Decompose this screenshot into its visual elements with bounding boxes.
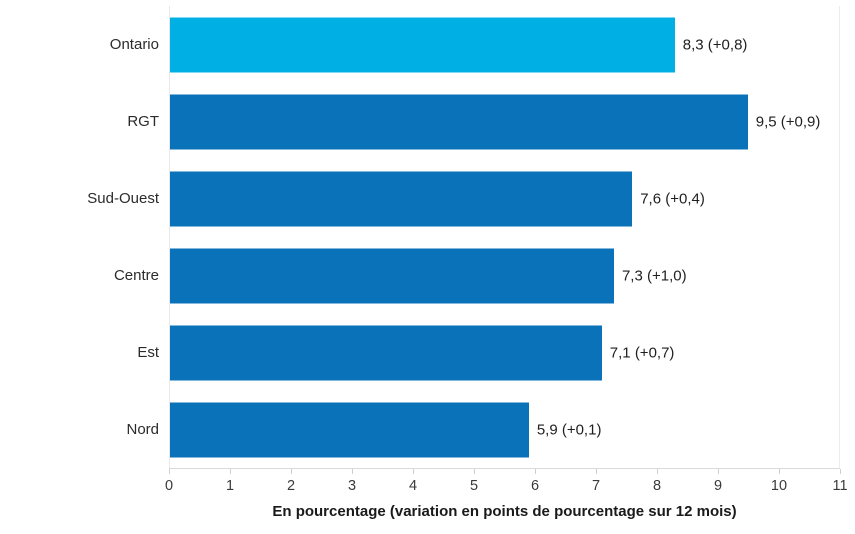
bar-row: Centre 7,3 (+1,0) [0,237,855,314]
bar-row: Est 7,1 (+0,7) [0,314,855,391]
x-axis-tick-label: 1 [225,478,235,494]
x-axis-tick-label: 2 [286,478,296,494]
bar [170,402,529,457]
x-axis-tick-mark [596,469,597,474]
category-label: Ontario [109,36,159,53]
bar-row: Ontario 8,3 (+0,8) [0,6,855,83]
x-axis-tick-label: 0 [164,478,174,494]
bar-value-label: 7,6 (+0,4) [640,190,705,207]
bar-track: 5,9 (+0,1) [169,391,840,468]
x-axis-tick-mark [169,469,170,474]
bar-rows: Ontario 8,3 (+0,8) RGT 9,5 (+0,9) Sud-Ouest 7… [0,6,855,468]
x-axis-tick-mark [840,469,841,474]
horizontal-bar-chart: Ontario 8,3 (+0,8) RGT 9,5 (+0,9) Sud-Ouest 7… [0,6,855,520]
bar-row: Nord 5,9 (+0,1) [0,391,855,468]
category-label: Centre [113,267,159,284]
x-axis-tick-mark [718,469,719,474]
x-axis-tick-label: 5 [469,478,479,494]
bar [170,325,602,380]
bar-track: 8,3 (+0,8) [169,6,840,83]
bar-track: 9,5 (+0,9) [169,83,840,160]
category-label: Sud-Ouest [87,190,159,207]
x-axis-tick-label: 10 [770,478,788,494]
x-axis-tick-mark [413,469,414,474]
bar-value-label: 9,5 (+0,9) [755,113,821,130]
bar-row: Sud-Ouest 7,6 (+0,4) [0,160,855,237]
bar [170,171,633,226]
bar-row: RGT 9,5 (+0,9) [0,83,855,160]
category-label: RGT [127,113,159,130]
x-axis-tick-mark [535,469,536,474]
x-axis-tick-label: 11 [832,478,848,494]
category-label: Nord [126,421,159,438]
bar-value-label: 7,1 (+0,7) [609,344,675,361]
x-axis-tick-mark [291,469,292,474]
bar-value-label: 5,9 (+0,1) [536,421,602,438]
x-axis-tick-label: 8 [652,478,662,494]
bar-value-label: 7,3 (+1,0) [621,267,687,284]
bar-track: 7,3 (+1,0) [169,237,840,314]
bar [170,248,614,303]
bar-track: 7,1 (+0,7) [169,314,840,391]
x-axis: 0 1 2 3 4 5 6 7 8 9 10 11 [165,468,848,503]
bar-value-label: 8,3 (+0,8) [682,36,748,53]
bar [170,17,675,72]
x-axis-tick-mark [230,469,231,474]
category-label: Est [137,344,159,361]
x-axis-tick-label: 3 [347,478,357,494]
x-axis-tick-label: 9 [713,478,723,494]
bar-track: 7,6 (+0,4) [169,160,840,237]
x-axis-title: En pourcentage (variation en points de p… [272,503,737,520]
x-axis-tick-mark [779,469,780,474]
bar [170,94,748,149]
x-axis-tick-label: 7 [591,478,601,494]
x-axis-tick-mark [352,469,353,474]
x-axis-tick-label: 6 [530,478,540,494]
x-axis-tick-mark [657,469,658,474]
x-axis-tick-mark [474,469,475,474]
x-axis-tick-label: 4 [408,478,418,494]
